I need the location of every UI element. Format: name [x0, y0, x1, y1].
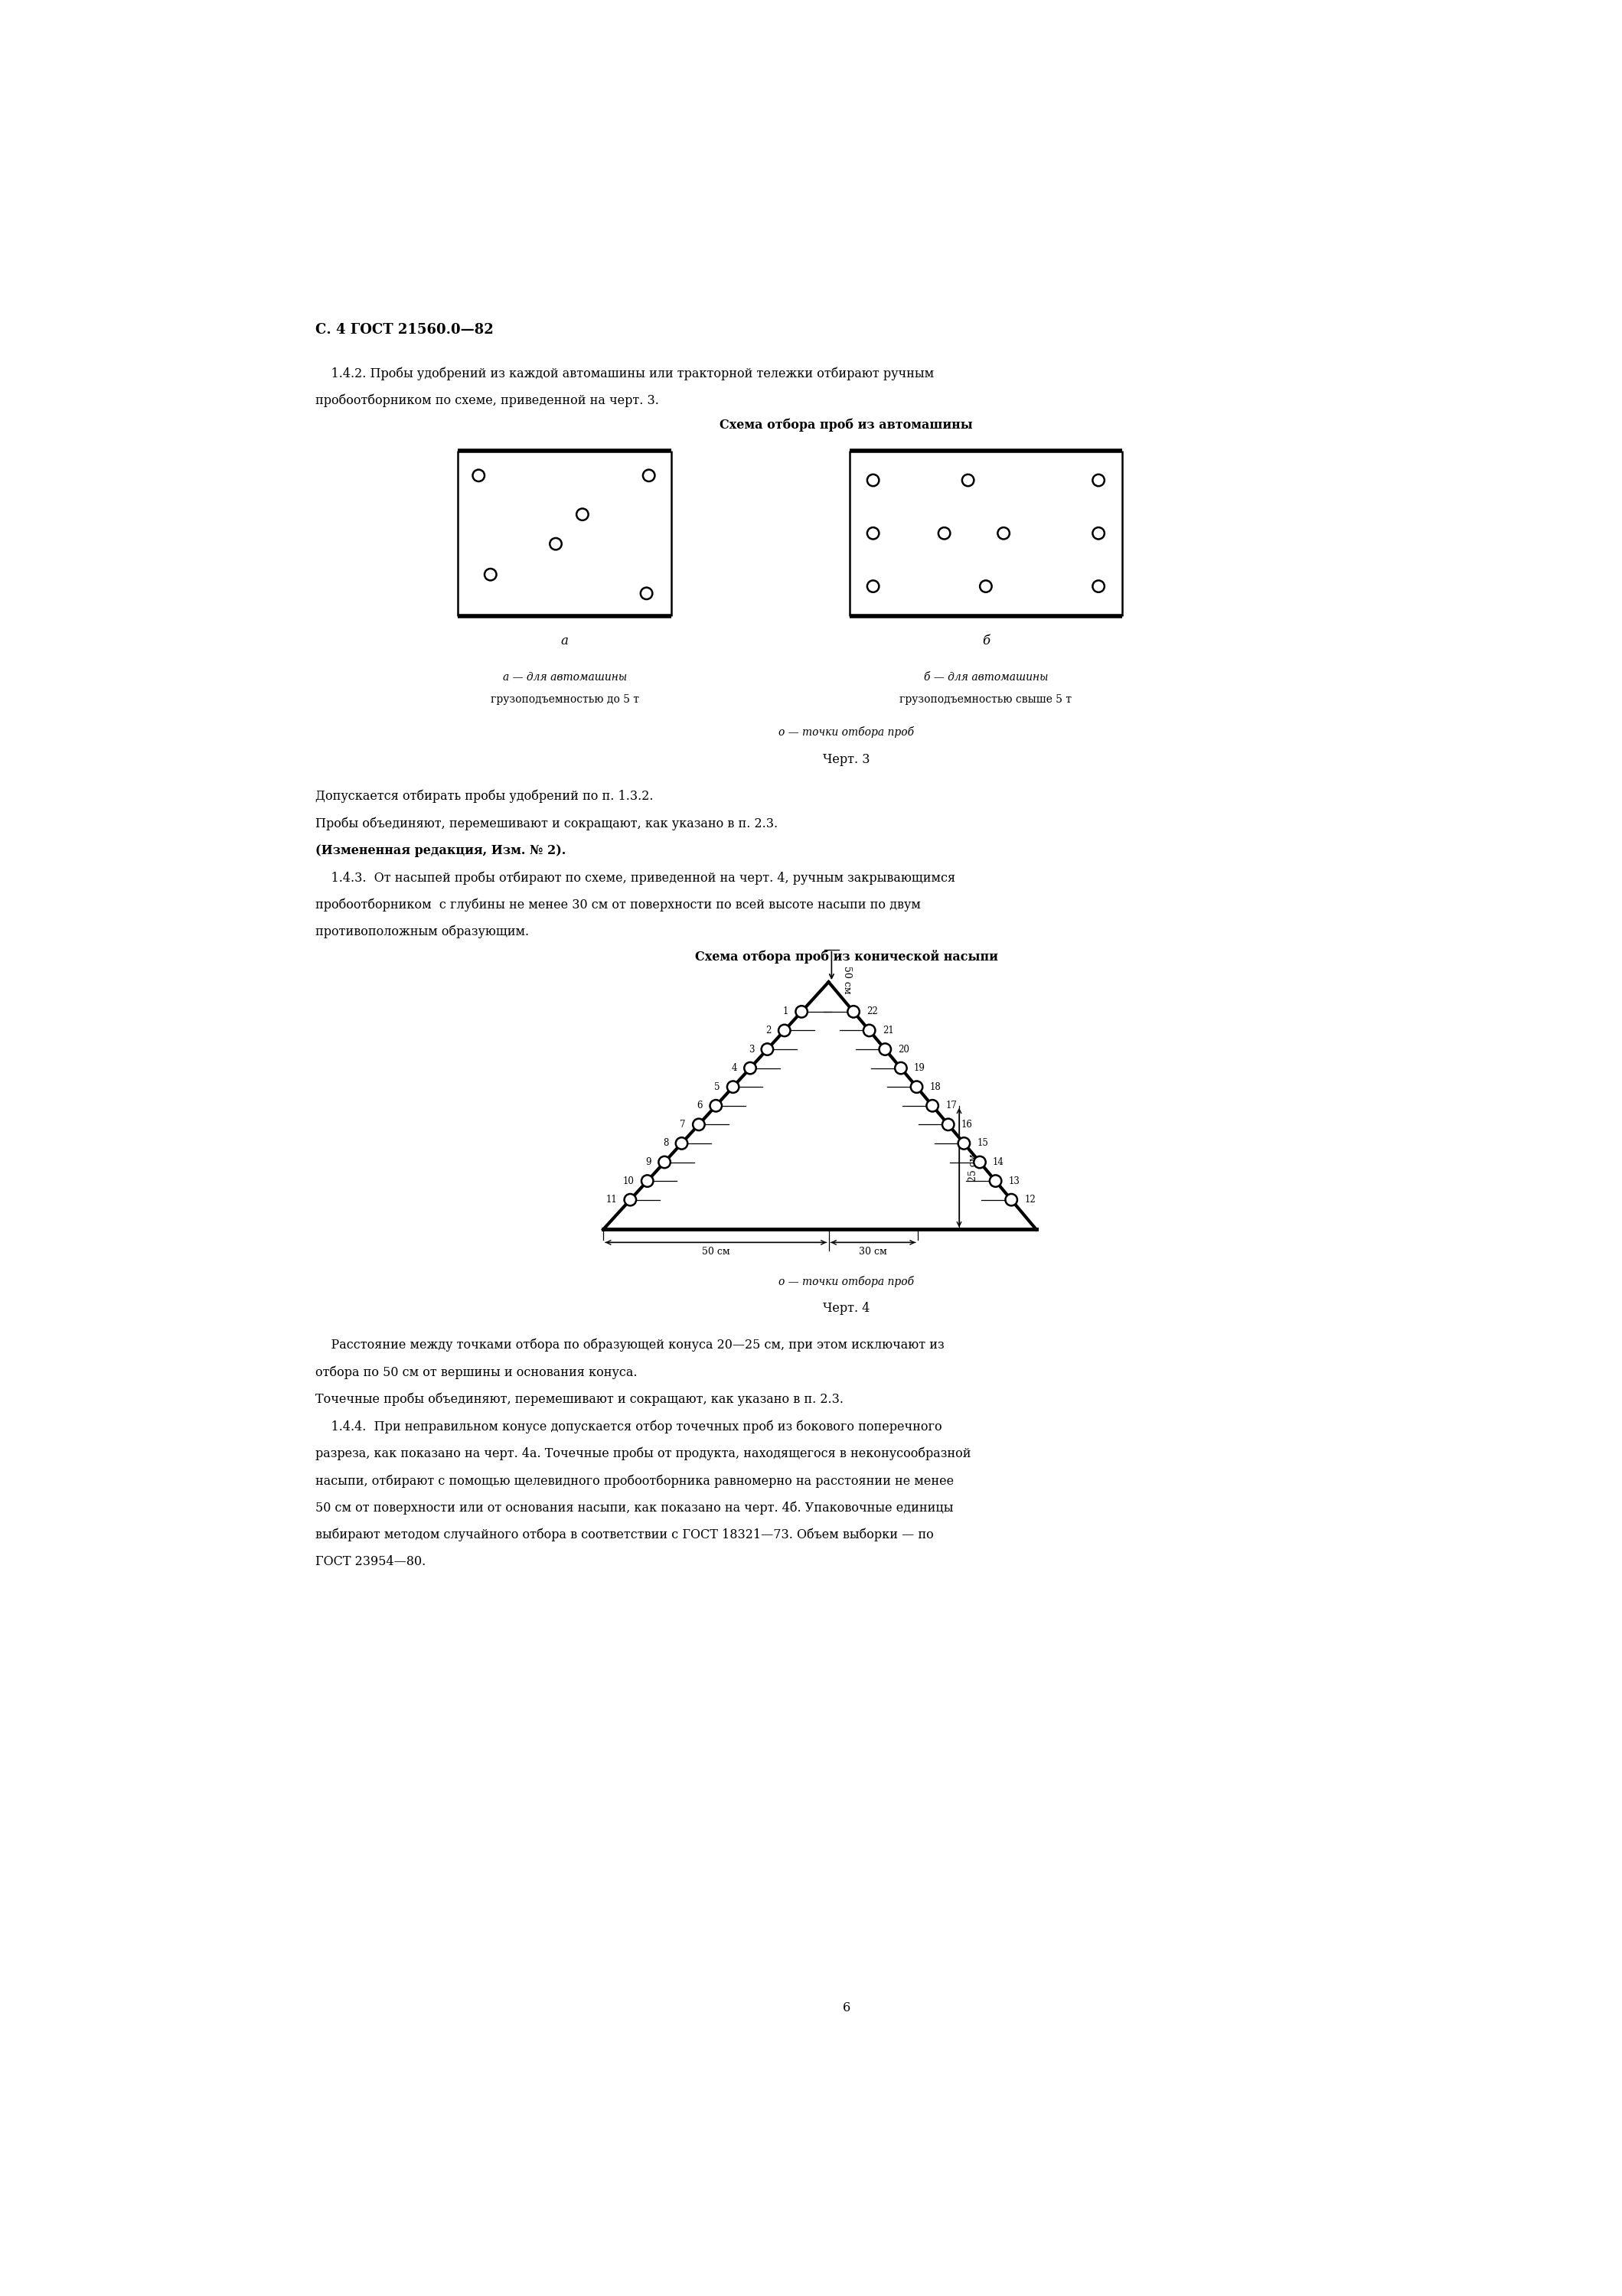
Text: 6: 6 — [697, 1100, 702, 1111]
Circle shape — [939, 528, 950, 540]
Text: б — для автомашины: б — для автомашины — [923, 673, 1048, 682]
Text: Допускается отбирать пробы удобрений по п. 1.3.2.: Допускается отбирать пробы удобрений по … — [315, 790, 654, 804]
Circle shape — [989, 1176, 1001, 1187]
Text: 20: 20 — [899, 1045, 910, 1054]
Circle shape — [1006, 1194, 1017, 1205]
Text: 9: 9 — [646, 1157, 652, 1166]
Text: 17: 17 — [946, 1100, 957, 1111]
Text: Черт. 3: Черт. 3 — [822, 753, 869, 767]
Circle shape — [641, 588, 652, 599]
Circle shape — [848, 1006, 860, 1017]
Circle shape — [676, 1137, 688, 1150]
Circle shape — [659, 1157, 670, 1169]
Text: 10: 10 — [623, 1176, 634, 1187]
Text: 30 см: 30 см — [860, 1247, 887, 1256]
Circle shape — [863, 1024, 876, 1035]
Circle shape — [1093, 475, 1105, 487]
Text: 13: 13 — [1009, 1176, 1020, 1187]
Text: насыпи, отбирают с помощью щелевидного пробоотборника равномерно на расстоянии н: насыпи, отбирают с помощью щелевидного п… — [315, 1474, 954, 1488]
Text: о — точки отбора проб: о — точки отбора проб — [779, 726, 915, 737]
Text: 1: 1 — [783, 1006, 788, 1017]
Text: 11: 11 — [607, 1194, 618, 1205]
Text: 4: 4 — [732, 1063, 736, 1072]
Text: 1.4.4.  При неправильном конусе допускается отбор точечных проб из бокового попе: 1.4.4. При неправильном конусе допускает… — [315, 1419, 942, 1433]
Circle shape — [868, 581, 879, 592]
Text: Расстояние между точками отбора по образующей конуса 20—25 см, при этом исключаю: Расстояние между точками отбора по образ… — [315, 1339, 944, 1352]
Circle shape — [693, 1118, 704, 1130]
Text: 2: 2 — [766, 1026, 772, 1035]
Circle shape — [998, 528, 1009, 540]
Circle shape — [642, 471, 655, 482]
Circle shape — [761, 1042, 774, 1056]
Text: грузоподъемностью до 5 т: грузоподъемностью до 5 т — [490, 693, 639, 705]
Text: 3: 3 — [748, 1045, 754, 1054]
Circle shape — [576, 507, 589, 521]
Text: 50 см: 50 см — [842, 967, 852, 994]
Text: отбора по 50 см от вершины и основания конуса.: отбора по 50 см от вершины и основания к… — [315, 1366, 637, 1380]
Circle shape — [980, 581, 991, 592]
Text: грузоподъемностью свыше 5 т: грузоподъемностью свыше 5 т — [900, 693, 1072, 705]
Text: а — для автомашины: а — для автомашины — [503, 673, 626, 682]
Circle shape — [879, 1042, 890, 1056]
Text: 8: 8 — [663, 1139, 668, 1148]
Text: 7: 7 — [680, 1120, 686, 1130]
Circle shape — [973, 1157, 986, 1169]
Text: 5: 5 — [714, 1081, 720, 1093]
Text: С. 4 ГОСТ 21560.0—82: С. 4 ГОСТ 21560.0—82 — [315, 324, 493, 338]
Text: 1.4.3.  От насыпей пробы отбирают по схеме, приведенной на черт. 4, ручным закры: 1.4.3. От насыпей пробы отбирают по схем… — [315, 870, 955, 884]
Text: 50 см от поверхности или от основания насыпи, как показано на черт. 4б. Упаковоч: 50 см от поверхности или от основания на… — [315, 1502, 954, 1515]
Text: 1.4.2. Пробы удобрений из каждой автомашины или тракторной тележки отбирают ручн: 1.4.2. Пробы удобрений из каждой автомаш… — [315, 367, 934, 381]
Circle shape — [962, 475, 973, 487]
Circle shape — [959, 1137, 970, 1150]
Circle shape — [895, 1063, 907, 1075]
Circle shape — [710, 1100, 722, 1111]
Text: пробоотборником по схеме, приведенной на черт. 3.: пробоотборником по схеме, приведенной на… — [315, 395, 659, 406]
Text: разреза, как показано на черт. 4а. Точечные пробы от продукта, находящегося в не: разреза, как показано на черт. 4а. Точеч… — [315, 1446, 972, 1460]
Circle shape — [779, 1024, 790, 1035]
Text: 50 см: 50 см — [702, 1247, 730, 1256]
Text: (Измененная редакция, Изм. № 2).: (Измененная редакция, Изм. № 2). — [315, 845, 566, 856]
Circle shape — [727, 1081, 740, 1093]
Text: а: а — [561, 634, 568, 647]
Circle shape — [926, 1100, 939, 1111]
Circle shape — [910, 1081, 923, 1093]
Circle shape — [485, 569, 496, 581]
Text: 15: 15 — [976, 1139, 988, 1148]
Text: 18: 18 — [929, 1081, 941, 1093]
Circle shape — [868, 475, 879, 487]
Text: 14: 14 — [993, 1157, 1004, 1166]
Text: выбирают методом случайного отбора в соответствии с ГОСТ 18321—73. Объем выборки: выбирают методом случайного отбора в соо… — [315, 1529, 934, 1541]
Circle shape — [744, 1063, 756, 1075]
Text: Схема отбора проб из конической насыпи: Схема отбора проб из конической насыпи — [694, 951, 998, 964]
Text: б: б — [981, 634, 989, 647]
Circle shape — [641, 1176, 654, 1187]
Text: Точечные пробы объединяют, перемешивают и сокращают, как указано в п. 2.3.: Точечные пробы объединяют, перемешивают … — [315, 1394, 843, 1405]
Text: пробоотборником  с глубины не менее 30 см от поверхности по всей высоте насыпи п: пробоотборником с глубины не менее 30 см… — [315, 898, 921, 912]
Text: 19: 19 — [913, 1063, 925, 1072]
Text: Пробы объединяют, перемешивают и сокращают, как указано в п. 2.3.: Пробы объединяют, перемешивают и сокраща… — [315, 817, 779, 831]
Text: противоположным образующим.: противоположным образующим. — [315, 925, 529, 939]
Circle shape — [942, 1118, 954, 1130]
Text: Черт. 4: Черт. 4 — [822, 1302, 869, 1316]
Text: о — точки отбора проб: о — точки отбора проб — [779, 1277, 915, 1288]
Circle shape — [1093, 581, 1105, 592]
Text: 16: 16 — [962, 1120, 973, 1130]
Text: 12: 12 — [1025, 1194, 1036, 1205]
Circle shape — [550, 537, 561, 549]
Circle shape — [472, 471, 485, 482]
Circle shape — [796, 1006, 808, 1017]
Text: 25 см: 25 см — [968, 1153, 978, 1182]
Text: 21: 21 — [882, 1026, 894, 1035]
Text: ГОСТ 23954—80.: ГОСТ 23954—80. — [315, 1554, 427, 1568]
Text: 22: 22 — [866, 1006, 878, 1017]
Text: 6: 6 — [842, 2002, 850, 2014]
Circle shape — [624, 1194, 636, 1205]
Text: Схема отбора проб из автомашины: Схема отбора проб из автомашины — [720, 418, 973, 432]
Circle shape — [1093, 528, 1105, 540]
Circle shape — [868, 528, 879, 540]
